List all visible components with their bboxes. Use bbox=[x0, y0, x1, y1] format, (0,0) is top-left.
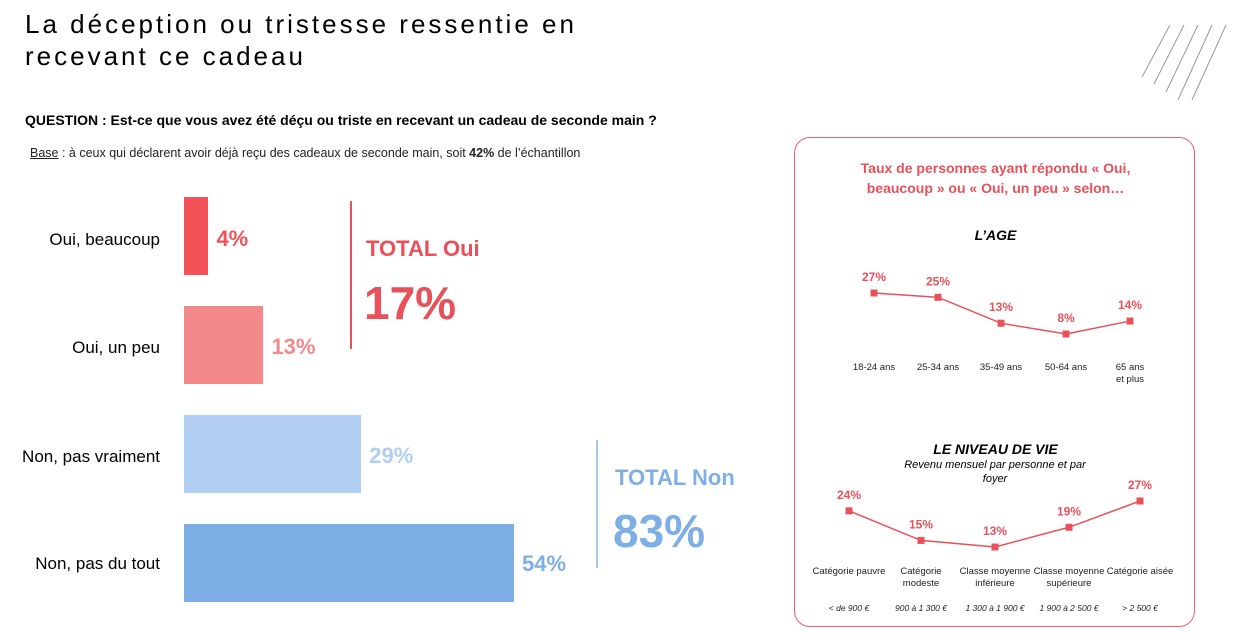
age-section-title: L’AGE bbox=[974, 227, 1017, 243]
bar-value-non-pas-du-tout: 54% bbox=[522, 551, 567, 576]
data-point bbox=[1062, 330, 1070, 338]
total-oui-value: 17% bbox=[364, 277, 457, 329]
bar-value-oui-un-peu: 13% bbox=[271, 334, 316, 359]
base-label: Base bbox=[30, 146, 59, 160]
data-label: 27% bbox=[1128, 478, 1152, 492]
data-label: 19% bbox=[1057, 504, 1081, 518]
category-label: Classe moyenne inférieure bbox=[960, 566, 1031, 589]
data-label: 15% bbox=[909, 517, 933, 531]
income-line-chart: 24% 15% 13% 19% 27% Catégorie pauvre Catégorie… bbox=[813, 478, 1174, 613]
data-point bbox=[934, 293, 942, 301]
bar-label-oui-beaucoup: Oui, beaucoup bbox=[49, 230, 160, 249]
bar-non-pas-du-tout bbox=[184, 524, 514, 602]
income-section-subtitle: Revenu mensuel par personne et par foyer bbox=[904, 459, 1086, 485]
base-text-after: de l’échantillon bbox=[494, 146, 581, 160]
total-non-divider bbox=[596, 440, 598, 568]
data-label: 14% bbox=[1118, 298, 1142, 312]
category-label: Catégorie aisée bbox=[1107, 566, 1174, 577]
decorative-hatch bbox=[1141, 24, 1227, 101]
bar-value-non-pas-vraiment: 29% bbox=[369, 443, 414, 468]
data-point bbox=[845, 507, 853, 515]
data-point bbox=[917, 536, 925, 544]
category-label: Catégorie pauvre bbox=[813, 566, 886, 577]
category-label: 25-34 ans bbox=[917, 362, 960, 373]
total-non-value: 83% bbox=[613, 505, 706, 557]
bar-non-pas-vraiment bbox=[184, 415, 362, 493]
total-oui-divider bbox=[350, 201, 352, 349]
age-line-chart: 27% 25% 13% 8% 14% 18-24 ans 25-34 ans 35-49 an… bbox=[853, 270, 1145, 385]
category-label: 65 ans et plus bbox=[1116, 362, 1145, 385]
data-label: 27% bbox=[862, 270, 886, 284]
category-label: 50-64 ans bbox=[1045, 362, 1088, 373]
category-label: Catégorie modeste bbox=[900, 566, 941, 589]
base-text-before: : à ceux qui déclarent avoir déjà reçu d… bbox=[58, 146, 470, 160]
total-oui-label: TOTAL Oui bbox=[366, 236, 480, 261]
bar-label-oui-un-peu: Oui, un peu bbox=[72, 338, 160, 357]
range-label: > 2 500 € bbox=[1122, 603, 1159, 613]
range-label: < de 900 € bbox=[829, 603, 871, 613]
data-label: 13% bbox=[989, 300, 1013, 314]
data-point bbox=[1065, 523, 1073, 531]
data-point bbox=[991, 543, 999, 551]
bar-label-non-pas-vraiment: Non, pas vraiment bbox=[22, 447, 160, 466]
category-label: 35-49 ans bbox=[980, 362, 1023, 373]
title-line-2: recevant ce cadeau bbox=[25, 41, 306, 71]
total-non-label: TOTAL Non bbox=[615, 465, 735, 490]
range-label: 1 900 à 2 500 € bbox=[1039, 603, 1099, 613]
data-label: 8% bbox=[1057, 311, 1075, 325]
title-line-1: La déception ou tristesse ressentie en bbox=[25, 9, 577, 39]
bar-label-non-pas-du-tout: Non, pas du tout bbox=[35, 554, 160, 573]
income-section-title: LE NIVEAU DE VIE bbox=[933, 441, 1058, 457]
category-label: 18-24 ans bbox=[853, 362, 896, 373]
range-label: 1 300 à 1 900 € bbox=[965, 603, 1025, 613]
data-point bbox=[1126, 317, 1134, 325]
data-label: 13% bbox=[983, 524, 1007, 538]
bar-oui-un-peu bbox=[184, 306, 264, 384]
breakdown-panel: Taux de personnes ayant répondu « Oui, b… bbox=[794, 137, 1195, 627]
question-text: QUESTION : Est-ce que vous avez été déçu… bbox=[25, 112, 657, 128]
page-title: La déception ou tristesse ressentie en r… bbox=[25, 8, 577, 72]
bar-oui-beaucoup bbox=[184, 197, 209, 275]
data-point bbox=[997, 319, 1005, 327]
panel-title: Taux de personnes ayant répondu « Oui, b… bbox=[860, 160, 1131, 196]
bar-value-oui-beaucoup: 4% bbox=[216, 226, 249, 251]
data-label: 25% bbox=[926, 274, 950, 288]
base-text: Base : à ceux qui déclarent avoir déjà r… bbox=[30, 146, 580, 160]
base-percent: 42% bbox=[469, 146, 495, 160]
data-point bbox=[1136, 497, 1144, 505]
data-point bbox=[870, 289, 878, 297]
data-label: 24% bbox=[837, 488, 861, 502]
range-label: 900 à 1 300 € bbox=[895, 603, 948, 613]
category-label: Classe moyenne supérieure bbox=[1034, 566, 1105, 589]
